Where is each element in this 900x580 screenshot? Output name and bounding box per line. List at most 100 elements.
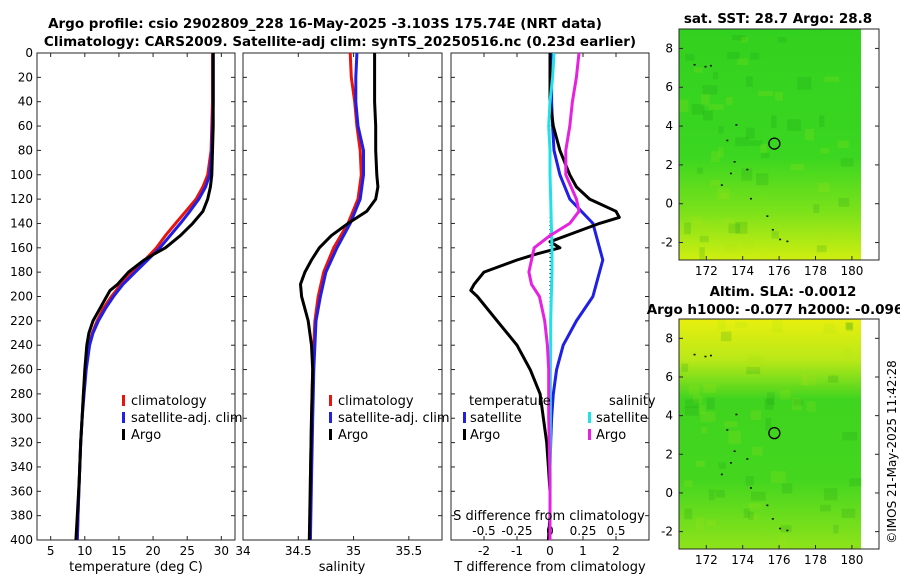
texture-cell <box>787 119 802 131</box>
island <box>709 354 712 357</box>
texture-cell <box>745 476 754 486</box>
depth-tick-label: 220 <box>10 314 33 328</box>
island <box>726 139 729 142</box>
x-tick-label: 2 <box>612 544 620 558</box>
texture-cell <box>699 235 709 243</box>
x-tick-label: 34.5 <box>285 544 312 558</box>
legend-label: Argo <box>131 428 161 443</box>
texture-cell <box>816 245 827 253</box>
lat-tick-label: 8 <box>665 331 673 345</box>
temperature-x-ticks: 5 10 15 20 25 30 <box>47 53 229 558</box>
texture-cell <box>823 323 836 334</box>
texture-cell <box>699 404 706 414</box>
s-tick-label: -0.5 <box>472 524 495 538</box>
texture-cell <box>813 204 820 213</box>
depth-tick-label: 380 <box>10 509 33 523</box>
lat-tick-label: -2 <box>661 525 673 539</box>
texture-cell <box>749 514 759 520</box>
x-tick-label: 0 <box>546 544 554 558</box>
texture-cell <box>737 58 749 66</box>
texture-cell <box>806 401 816 412</box>
texture-cell <box>706 519 717 527</box>
x-tick-label: 25 <box>180 544 195 558</box>
x-tick-label: 5 <box>47 544 55 558</box>
temperature-xlabel: temperature (deg C) <box>69 560 203 575</box>
texture-cell <box>849 478 863 487</box>
texture-cell <box>844 349 851 359</box>
depth-tick-label: 360 <box>10 484 33 498</box>
texture-cell <box>770 471 786 483</box>
s-tick-label: -0.25 <box>501 524 532 538</box>
depth-tick-label: 200 <box>10 290 33 304</box>
texture-cell <box>700 411 716 422</box>
texture-cell <box>728 430 741 444</box>
sst-ticks: 172 174 176 178 180 -2 0 2 4 6 8 <box>661 41 879 278</box>
lat-tick-label: 6 <box>665 370 673 384</box>
argo-position-marker <box>768 426 781 440</box>
texture-cell <box>841 508 856 519</box>
texture-cell <box>822 227 832 240</box>
salinity-legend: climatology satellite-adj. clim Argo <box>329 394 450 443</box>
temperature-axes-box <box>36 52 236 541</box>
texture-cell <box>749 52 760 60</box>
island <box>720 184 723 186</box>
texture-cell <box>748 503 762 509</box>
texture-cell <box>708 104 724 110</box>
depth-tick-label: 320 <box>10 436 33 450</box>
texture-cell <box>746 367 761 375</box>
island <box>749 197 752 200</box>
texture-cell <box>845 322 853 330</box>
t-difference-label: T difference from climatology <box>453 560 646 575</box>
lat-tick-label: 0 <box>665 197 673 211</box>
depth-tick-label: 260 <box>10 363 33 377</box>
texture-cell <box>745 127 755 139</box>
island <box>771 518 774 520</box>
texture-cell <box>732 35 746 41</box>
legend-label: climatology <box>131 394 207 409</box>
texture-cell <box>706 397 715 410</box>
texture-cell <box>748 140 763 146</box>
texture-cell <box>750 410 762 420</box>
texture-cell <box>681 363 689 372</box>
lat-tick-label: 4 <box>665 409 673 423</box>
depth-tick-label: 40 <box>18 95 33 109</box>
texture-cell <box>684 399 699 408</box>
texture-cell <box>693 395 703 404</box>
legend-swatch <box>588 412 591 423</box>
island <box>726 429 729 431</box>
sla-ticks: 172 174 176 178 180 -2 0 2 4 6 8 <box>661 331 879 567</box>
salinity-x-ticks: 34 34.5 35 35.5 <box>235 53 422 558</box>
texture-cell <box>741 240 754 250</box>
texture-cell <box>745 76 753 87</box>
texture-cell <box>726 96 733 105</box>
texture-cell <box>722 218 734 227</box>
temperature-panel: 5 10 15 20 25 30 0 20 40 60 80 100 120 140 160 180 200 2… <box>10 46 243 575</box>
x-tick-label: 30 <box>214 544 229 558</box>
texture-cell <box>833 524 839 534</box>
sla-map-title-2: Argo h1000: -0.077 h2000: -0.096 <box>647 302 900 318</box>
texture-cell <box>827 375 839 383</box>
texture-cell <box>701 427 707 434</box>
texture-cell <box>777 37 787 43</box>
island <box>771 228 774 231</box>
texture-cell <box>823 488 838 501</box>
sst-map-title: sat. SST: 28.7 Argo: 28.8 <box>684 11 872 27</box>
salinity-series <box>299 53 380 540</box>
depth-tick-label: 400 <box>10 533 33 547</box>
texture-cell <box>800 373 808 386</box>
island <box>786 529 789 532</box>
texture-cell <box>717 147 724 158</box>
texture-cell <box>685 54 695 61</box>
island <box>766 215 769 217</box>
legend-swatch <box>329 395 332 406</box>
island <box>709 64 712 67</box>
legend-label: Argo <box>338 428 368 443</box>
texture-cell <box>748 354 763 363</box>
lat-tick-label: 6 <box>665 80 673 94</box>
legend-swatch <box>463 429 466 440</box>
texture-cell <box>745 358 759 371</box>
series-line-salinity-argo <box>527 53 581 540</box>
sla-map: Altim. SLA: -0.0012 Argo h1000: -0.077 h… <box>647 284 900 567</box>
salinity-panel: 34 34.5 35 35.5 salinity climatology satelli… <box>235 52 450 575</box>
s-difference-label: S difference from climatology <box>453 509 645 524</box>
